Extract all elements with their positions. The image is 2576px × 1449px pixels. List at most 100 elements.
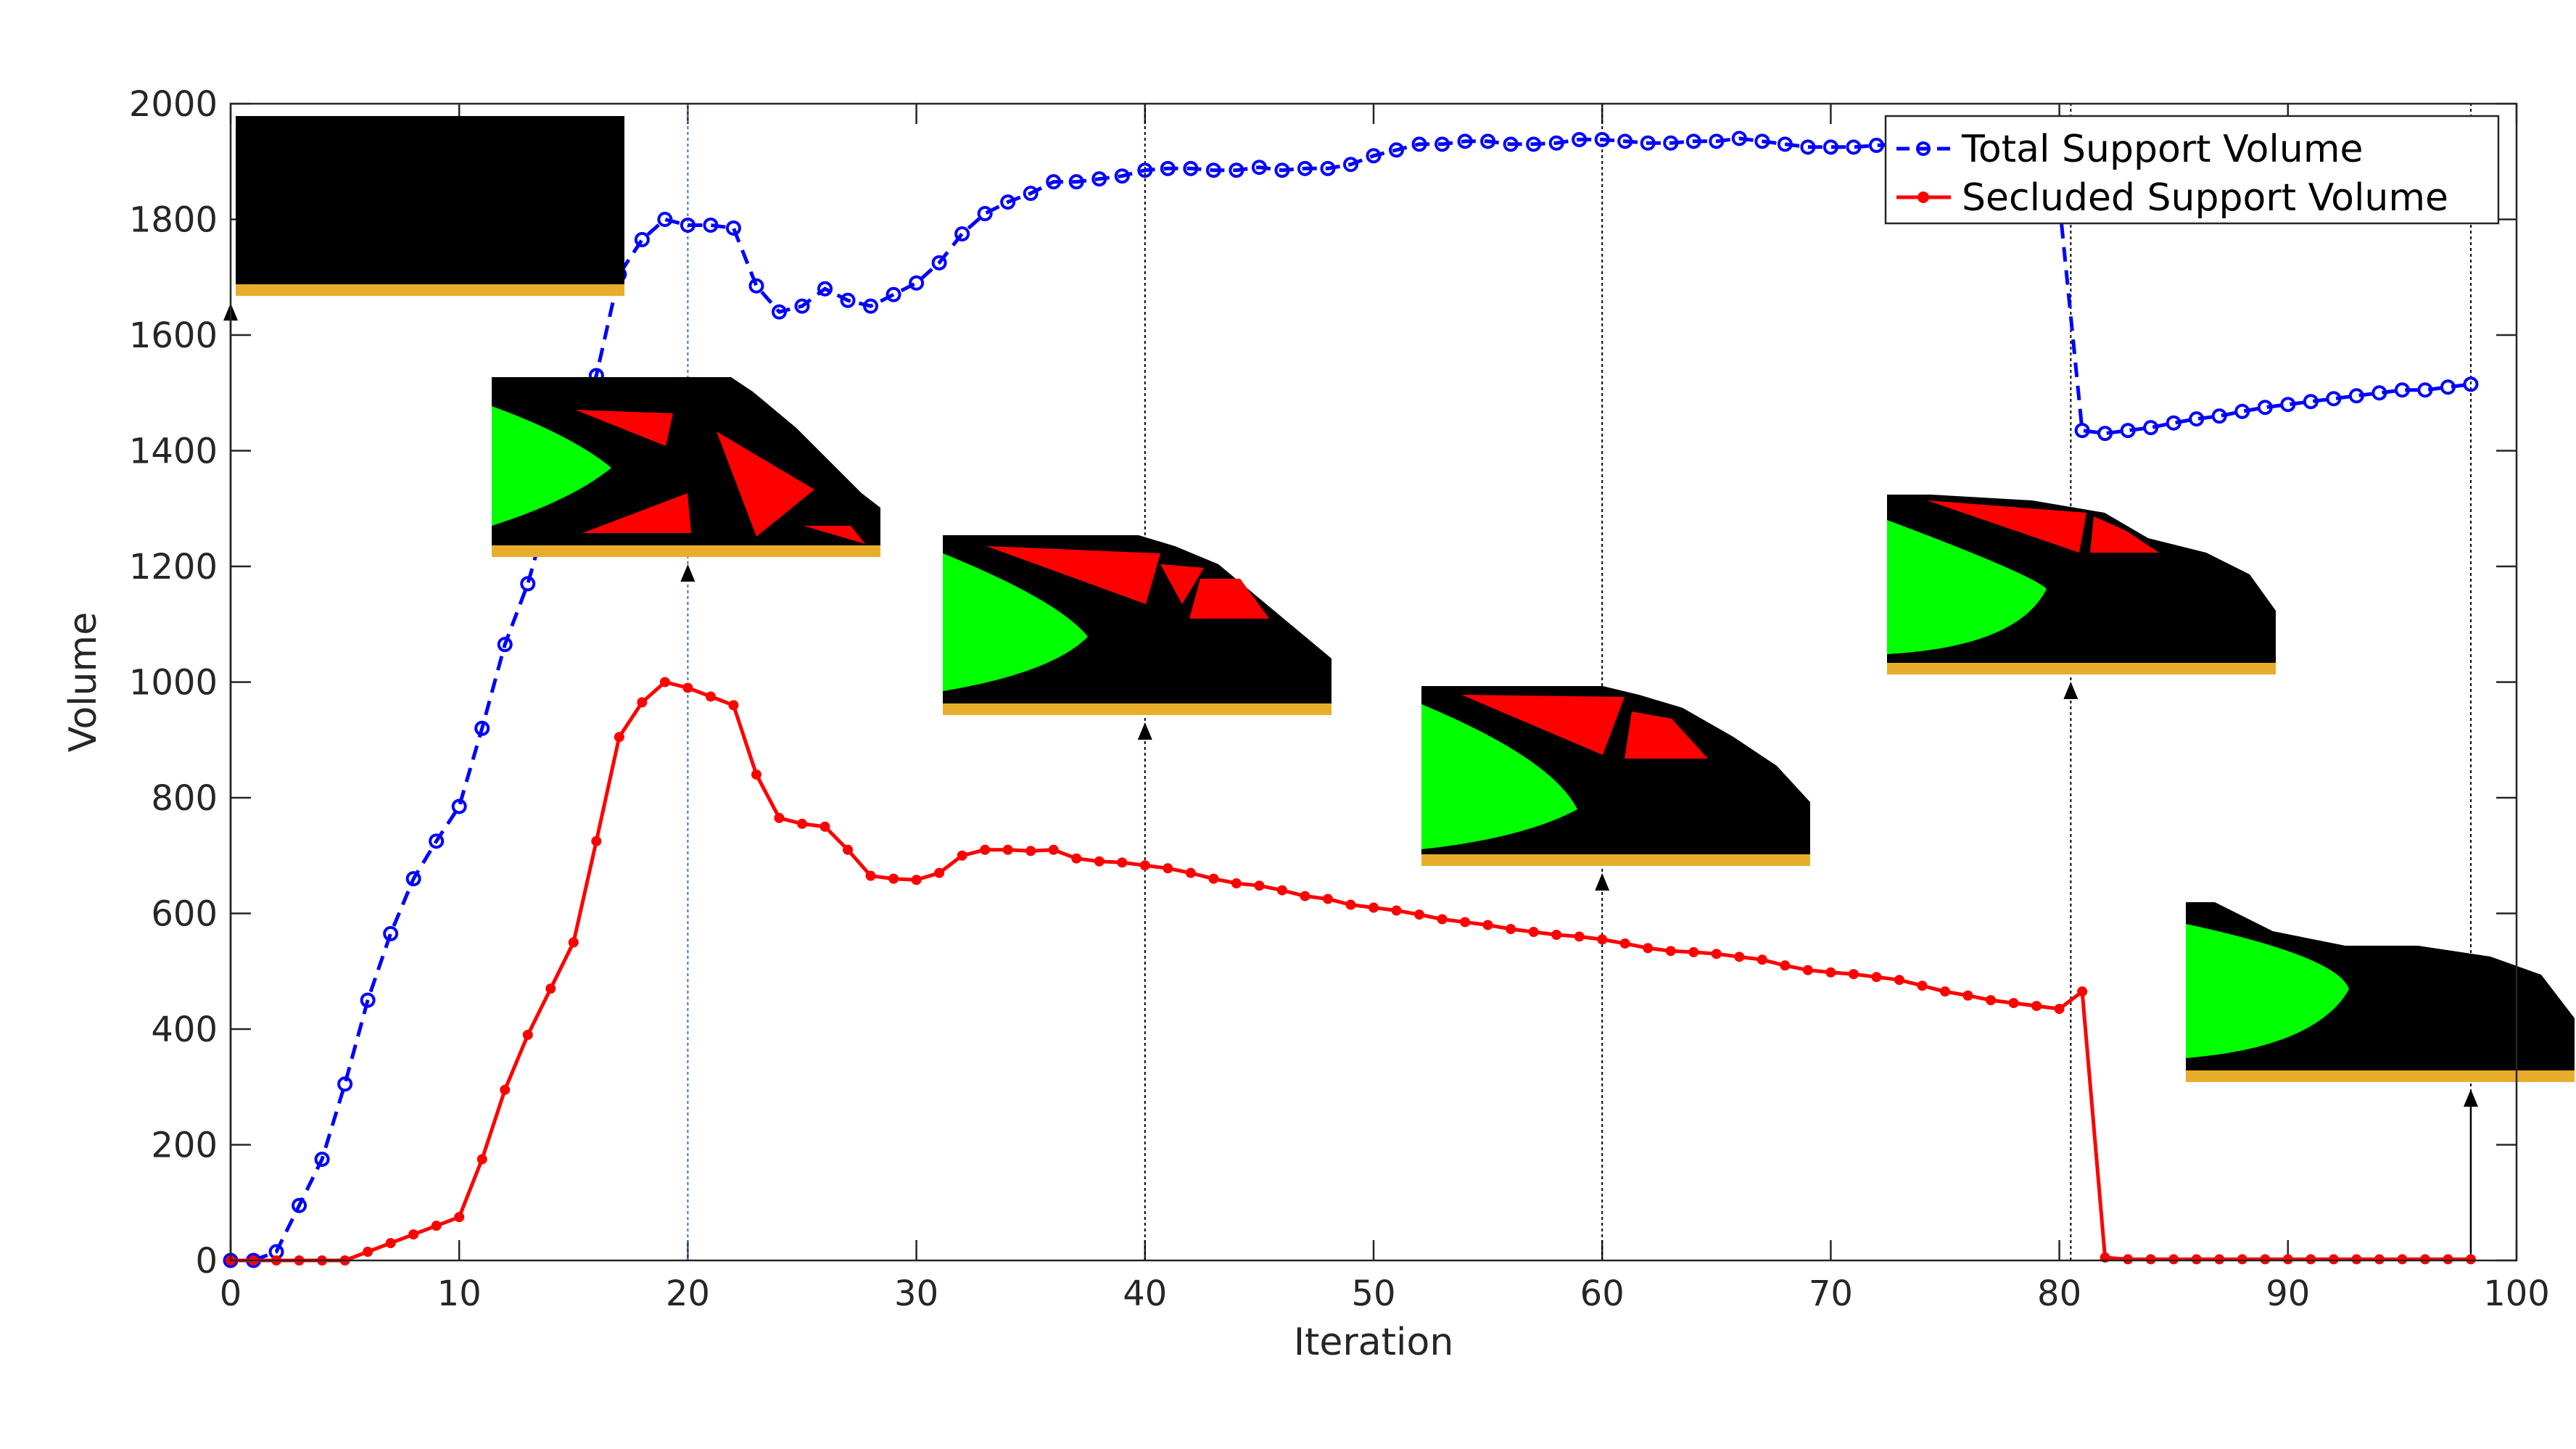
secluded-support-volume-point [1848, 969, 1859, 980]
secluded-support-volume-point [1665, 946, 1676, 957]
secluded-support-volume-point [1711, 949, 1722, 959]
total-support-volume-point [1297, 160, 1313, 176]
secluded-support-volume-point [454, 1212, 465, 1223]
secluded-support-volume-point [1002, 844, 1013, 855]
secluded-support-volume-point [1117, 857, 1128, 868]
secluded-support-volume-point [888, 873, 899, 884]
secluded-support-volume-point [2260, 1254, 2271, 1265]
total-support-volume-point [1663, 135, 1679, 151]
x-tick-label: 0 [220, 1273, 242, 1314]
secluded-support-volume-point [1962, 990, 1973, 1001]
total-support-volume-point [2166, 415, 2181, 431]
total-support-volume-point [634, 231, 650, 247]
secluded-support-volume-point [1780, 960, 1791, 971]
secluded-region [1160, 564, 1204, 604]
total-support-volume-point [1594, 131, 1610, 147]
secluded-support-volume-point [1025, 846, 1036, 856]
total-support-volume-point [2257, 400, 2273, 416]
total-support-volume-point [2211, 408, 2227, 424]
secluded-support-volume-point [728, 700, 739, 711]
total-support-volume-point [314, 1151, 330, 1167]
secluded-support-volume-point [1894, 975, 1904, 986]
total-support-volume-point [2394, 382, 2410, 398]
secluded-region [1625, 711, 1708, 759]
x-tick-label: 40 [1123, 1273, 1167, 1314]
secluded-region [1927, 500, 2086, 553]
inset-images [223, 116, 2575, 1253]
total-support-volume-point [429, 833, 445, 849]
secluded-support-volume-point [1437, 914, 1448, 925]
total-support-volume-point [680, 217, 695, 233]
total-support-volume-point [1160, 160, 1176, 176]
total-support-volume-point [2303, 394, 2319, 410]
total-support-volume-point [1685, 133, 1701, 149]
total-support-volume-point [863, 298, 879, 314]
total-support-volume-point [1411, 136, 1427, 152]
secluded-support-volume-point [2282, 1254, 2293, 1265]
secluded-region [717, 432, 814, 537]
total-support-volume-point [474, 720, 490, 736]
secluded-support-volume-point [2214, 1254, 2225, 1265]
secluded-support-volume-point [1185, 867, 1196, 878]
total-support-volume-point [909, 275, 925, 291]
secluded-region [582, 493, 691, 533]
secluded-support-volume-point [1619, 938, 1630, 949]
x-tick-label: 100 [2483, 1273, 2550, 1314]
total-support-volume-point [1366, 148, 1382, 164]
total-support-volume-point [337, 1076, 353, 1092]
part-region [943, 553, 1088, 691]
total-support-volume-point [771, 304, 787, 320]
total-support-volume-point [2097, 426, 2113, 442]
secluded-support-volume-point [522, 1029, 533, 1040]
secluded-support-volume-point [568, 937, 579, 948]
total-support-volume-point [1183, 160, 1199, 176]
total-support-volume-point [1800, 139, 1816, 155]
plot-frame [229, 102, 2518, 1262]
secluded-support-volume-point [1460, 917, 1471, 928]
secluded-support-volume-point [957, 850, 967, 861]
total-support-volume-point [931, 255, 947, 271]
secluded-support-volume-point [1163, 863, 1173, 874]
total-support-volume-line [231, 136, 2472, 1263]
secluded-support-volume-point [1139, 860, 1150, 871]
part-region [2186, 924, 2349, 1058]
total-support-volume-point [383, 925, 399, 941]
secluded-support-volume-point [1802, 965, 1813, 975]
secluded-support-volume-point [431, 1221, 442, 1231]
secluded-support-volume-point [2351, 1254, 2362, 1265]
support-layer [1421, 854, 1810, 866]
legend-total-marker [1916, 141, 1931, 156]
legend-secluded-marker [1917, 191, 1929, 203]
series-layer [223, 131, 2479, 1268]
total-support-volume-point [1754, 133, 1770, 149]
y-tick-label: 1000 [129, 663, 218, 703]
secluded-support-volume-point [2168, 1254, 2179, 1265]
part-region [1421, 704, 1577, 849]
total-support-volume-point [977, 206, 993, 222]
secluded-support-volume-point [1208, 873, 1219, 884]
secluded-support-volume-point [1231, 878, 1242, 889]
total-support-volume-point [1137, 162, 1153, 178]
total-support-volume-point [1846, 139, 1862, 155]
secluded-support-volume-point [865, 870, 876, 881]
solid-material [236, 116, 624, 296]
total-support-volume-point [1320, 160, 1336, 176]
inset-arrow-head [1137, 722, 1152, 740]
total-support-volume-point [1205, 162, 1221, 178]
secluded-support-volume-point [2145, 1254, 2156, 1265]
total-support-volume-point [1068, 174, 1084, 190]
total-support-volume-point [1503, 136, 1519, 152]
total-support-volume-point [405, 871, 421, 887]
secluded-support-volume-point [820, 821, 830, 832]
secluded-support-volume-point [2397, 1254, 2408, 1265]
total-support-volume-point [1640, 135, 1656, 151]
secluded-support-volume-point [1597, 934, 1608, 945]
secluded-support-volume-point [1482, 920, 1493, 930]
secluded-support-volume-point [408, 1229, 419, 1240]
secluded-support-volume-point [2008, 998, 2019, 1009]
x-tick-label: 50 [1351, 1273, 1395, 1314]
total-support-volume-point [292, 1197, 307, 1213]
support-layer [492, 545, 880, 557]
secluded-support-volume-point [1734, 951, 1745, 962]
inset-arrow-head [1595, 873, 1610, 891]
